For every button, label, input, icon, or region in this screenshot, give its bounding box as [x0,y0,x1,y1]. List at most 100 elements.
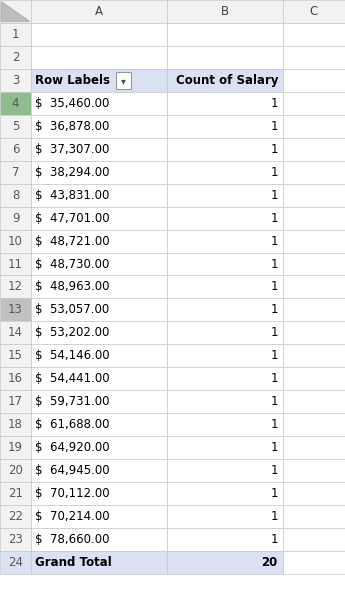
Bar [167,413,283,436]
Text: 1: 1 [12,28,19,41]
Text: $  54,441.00: $ 54,441.00 [35,372,110,385]
Bar [0,299,31,321]
Text: 3: 3 [12,74,19,87]
Text: 1: 1 [270,441,278,454]
Bar [0,184,31,207]
Bar [283,321,345,345]
Text: 1: 1 [270,120,278,133]
Bar [283,459,345,482]
Text: $  35,460.00: $ 35,460.00 [35,97,110,110]
Bar [31,345,167,367]
Bar [283,138,345,161]
Bar [167,459,283,482]
Text: 20: 20 [262,555,278,569]
Text: 13: 13 [8,303,23,316]
Bar [31,504,167,528]
Text: C: C [310,5,318,18]
Bar [167,390,283,413]
Bar [0,321,31,345]
Text: 19: 19 [8,441,23,454]
Text: 1: 1 [270,280,278,294]
Bar [0,367,31,390]
Bar [167,504,283,528]
Bar [0,23,31,46]
Bar [283,504,345,528]
Bar [0,436,31,459]
Bar [283,207,345,230]
Bar [283,390,345,413]
Text: 15: 15 [8,349,23,362]
Text: 22: 22 [8,509,23,523]
Text: $  70,112.00: $ 70,112.00 [35,487,110,500]
Bar [167,23,283,46]
Bar [31,550,167,574]
Text: $  37,307.00: $ 37,307.00 [35,143,110,156]
Bar [31,0,167,23]
Bar [167,184,283,207]
Bar [167,275,283,299]
Bar [0,230,31,253]
Text: $  64,920.00: $ 64,920.00 [35,441,110,454]
Bar [0,528,31,550]
Bar [283,161,345,184]
Text: 1: 1 [270,349,278,362]
Bar [283,413,345,436]
Bar [167,207,283,230]
Bar [0,413,31,436]
Text: 1: 1 [270,533,278,546]
Bar [283,436,345,459]
Bar [31,230,167,253]
Text: 1: 1 [270,326,278,340]
Bar [31,528,167,550]
Bar [167,253,283,275]
Bar [283,345,345,367]
Text: 17: 17 [8,395,23,408]
Text: $  43,831.00: $ 43,831.00 [35,189,110,202]
Text: 1: 1 [270,303,278,316]
Text: 14: 14 [8,326,23,340]
Text: 1: 1 [270,464,278,477]
Text: Row Labels: Row Labels [35,74,110,87]
Bar [31,253,167,275]
Bar [283,46,345,69]
Bar [283,92,345,115]
Text: $  48,730.00: $ 48,730.00 [35,257,110,270]
Bar [31,299,167,321]
Text: $  54,146.00: $ 54,146.00 [35,349,110,362]
Bar [167,46,283,69]
Bar [283,0,345,23]
Text: 1: 1 [270,509,278,523]
Text: 1: 1 [270,418,278,431]
Text: ▾: ▾ [121,75,126,86]
Bar [0,0,31,23]
Bar [167,115,283,138]
Text: 1: 1 [270,235,278,248]
Bar [0,345,31,367]
Bar [167,436,283,459]
Text: B: B [221,5,229,18]
Text: Grand Total: Grand Total [35,555,112,569]
Bar [0,115,31,138]
Bar [31,207,167,230]
Bar [31,275,167,299]
Text: 24: 24 [8,555,23,569]
Text: 1: 1 [270,143,278,156]
Text: 9: 9 [12,211,19,225]
Bar [0,504,31,528]
Text: $  36,878.00: $ 36,878.00 [35,120,110,133]
Bar [31,161,167,184]
Bar [283,528,345,550]
Text: $  78,660.00: $ 78,660.00 [35,533,110,546]
Bar [31,482,167,504]
Bar [283,275,345,299]
Text: $  48,721.00: $ 48,721.00 [35,235,110,248]
Bar [283,184,345,207]
Text: 23: 23 [8,533,23,546]
Polygon shape [1,2,30,21]
Bar [167,0,283,23]
Text: 20: 20 [8,464,23,477]
Bar [167,230,283,253]
Bar [0,390,31,413]
Bar [31,138,167,161]
Bar [0,253,31,275]
